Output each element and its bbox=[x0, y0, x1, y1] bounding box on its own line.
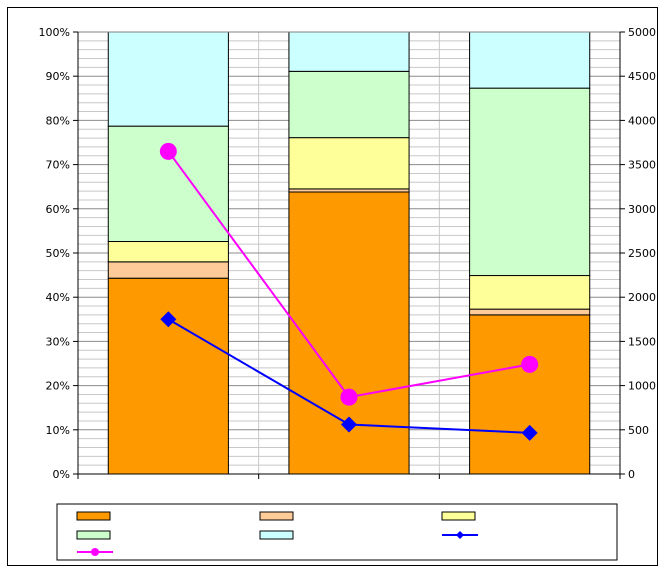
line-marker-diamond bbox=[160, 311, 177, 328]
bar-segment-s5-c2 bbox=[288, 31, 410, 72]
legend-key-bar-1 bbox=[76, 511, 111, 521]
legend-key-marker-diamond bbox=[456, 531, 464, 539]
right-axis-ticks: 0 500 1000 1500 2000 2500 3000 3500 4000 4500 5000 bbox=[620, 26, 656, 481]
left-tick-label: 70% bbox=[46, 159, 70, 172]
bar-segment-s4-c2 bbox=[288, 70, 410, 139]
line-marker-circle bbox=[521, 355, 539, 373]
bar-segment-s5-c1 bbox=[107, 31, 229, 127]
left-axis-ticks: 0% 10% 20% 30% 40% 50% 60% 70% 80% 90% 100% bbox=[39, 26, 78, 481]
legend-key-bar-4 bbox=[76, 530, 111, 540]
left-tick-label: 0% bbox=[53, 468, 70, 481]
left-tick-label: 60% bbox=[46, 203, 70, 216]
bar-segment-s1-c1 bbox=[107, 277, 229, 475]
bar-segment-s3-c1 bbox=[107, 241, 229, 263]
right-tick-label: 3000 bbox=[628, 203, 656, 216]
left-tick-label: 20% bbox=[46, 380, 70, 393]
left-tick-label: 50% bbox=[46, 247, 70, 260]
right-tick-label: 2500 bbox=[628, 247, 656, 260]
right-tick-label: 0 bbox=[628, 468, 635, 481]
right-tick-label: 5000 bbox=[628, 26, 656, 39]
legend-key-bar-2 bbox=[259, 511, 294, 521]
left-tick-label: 40% bbox=[46, 291, 70, 304]
legend bbox=[56, 503, 618, 561]
left-tick-label: 80% bbox=[46, 114, 70, 127]
bar-segment-s3-c3 bbox=[469, 275, 591, 310]
right-tick-label: 4000 bbox=[628, 114, 656, 127]
bar-segment-s3-c2 bbox=[288, 137, 410, 190]
bar-segment-s1-c3 bbox=[469, 314, 591, 475]
legend-key-bar-3 bbox=[441, 511, 476, 521]
bar-segment-s4-c3 bbox=[469, 87, 591, 277]
left-tick-label: 10% bbox=[46, 424, 70, 437]
right-tick-label: 1500 bbox=[628, 335, 656, 348]
right-tick-label: 3500 bbox=[628, 159, 656, 172]
line-series bbox=[159, 142, 539, 441]
legend-key-bar-5 bbox=[259, 530, 294, 540]
line-marker-diamond bbox=[521, 424, 538, 441]
line-marker-diamond bbox=[341, 416, 357, 433]
left-tick-label: 30% bbox=[46, 335, 70, 348]
bar-series bbox=[107, 31, 591, 475]
bar-segment-s2-c3 bbox=[469, 308, 591, 316]
left-tick-label: 90% bbox=[46, 70, 70, 83]
bar-segment-s5-c3 bbox=[469, 31, 591, 89]
line-marker-circle bbox=[340, 388, 358, 406]
right-tick-label: 4500 bbox=[628, 70, 656, 83]
right-tick-label: 500 bbox=[628, 424, 649, 437]
bar-segment-s2-c1 bbox=[107, 261, 229, 279]
right-tick-label: 2000 bbox=[628, 291, 656, 304]
legend-box bbox=[56, 503, 618, 561]
legend-key-marker-circle bbox=[91, 548, 99, 556]
line-marker-circle bbox=[159, 142, 177, 160]
left-tick-label: 100% bbox=[39, 26, 70, 39]
right-tick-label: 1000 bbox=[628, 380, 656, 393]
